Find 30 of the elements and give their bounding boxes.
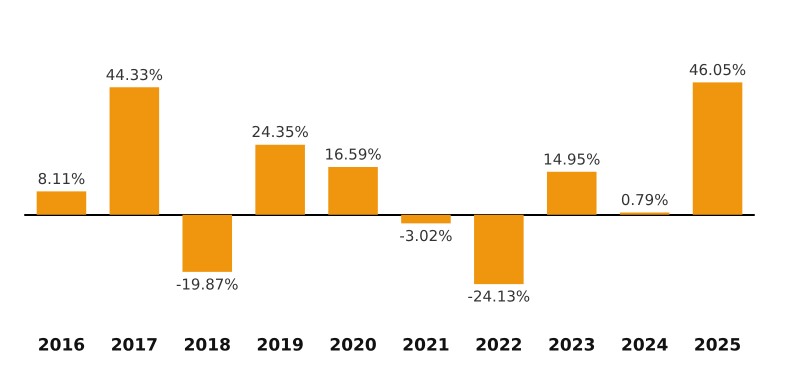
x-tick-label: 2018 (184, 336, 231, 356)
data-label: 24.35% (252, 123, 309, 142)
x-tick-label: 2025 (694, 336, 742, 356)
x-tick-label: 2024 (620, 336, 668, 356)
x-tick-label: 2017 (110, 336, 158, 356)
data-label: -19.87% (176, 275, 239, 294)
bar (620, 212, 670, 215)
bar (692, 82, 742, 215)
x-tick-label: 2019 (256, 336, 304, 356)
bar (401, 214, 451, 224)
x-tick-label: 2016 (38, 336, 86, 356)
data-label: 14.95% (543, 150, 600, 168)
bar (328, 167, 378, 215)
data-label: 44.33% (106, 66, 163, 84)
data-label: 8.11% (38, 170, 86, 188)
data-label: -24.13% (468, 288, 530, 306)
x-tick-label: 2020 (329, 336, 377, 356)
x-tick-label: 2023 (548, 336, 596, 356)
data-label: -3.02% (399, 226, 452, 245)
bar (110, 87, 160, 215)
bar (182, 214, 232, 272)
bar (474, 214, 524, 284)
bar (36, 191, 86, 215)
x-tick-label: 2021 (402, 336, 450, 356)
x-tick-label: 2022 (475, 336, 523, 356)
bar (255, 144, 305, 215)
bar (546, 172, 597, 215)
data-label: 46.05% (688, 60, 746, 79)
data-label: 16.59% (324, 146, 382, 164)
data-label: 0.79% (620, 190, 668, 209)
